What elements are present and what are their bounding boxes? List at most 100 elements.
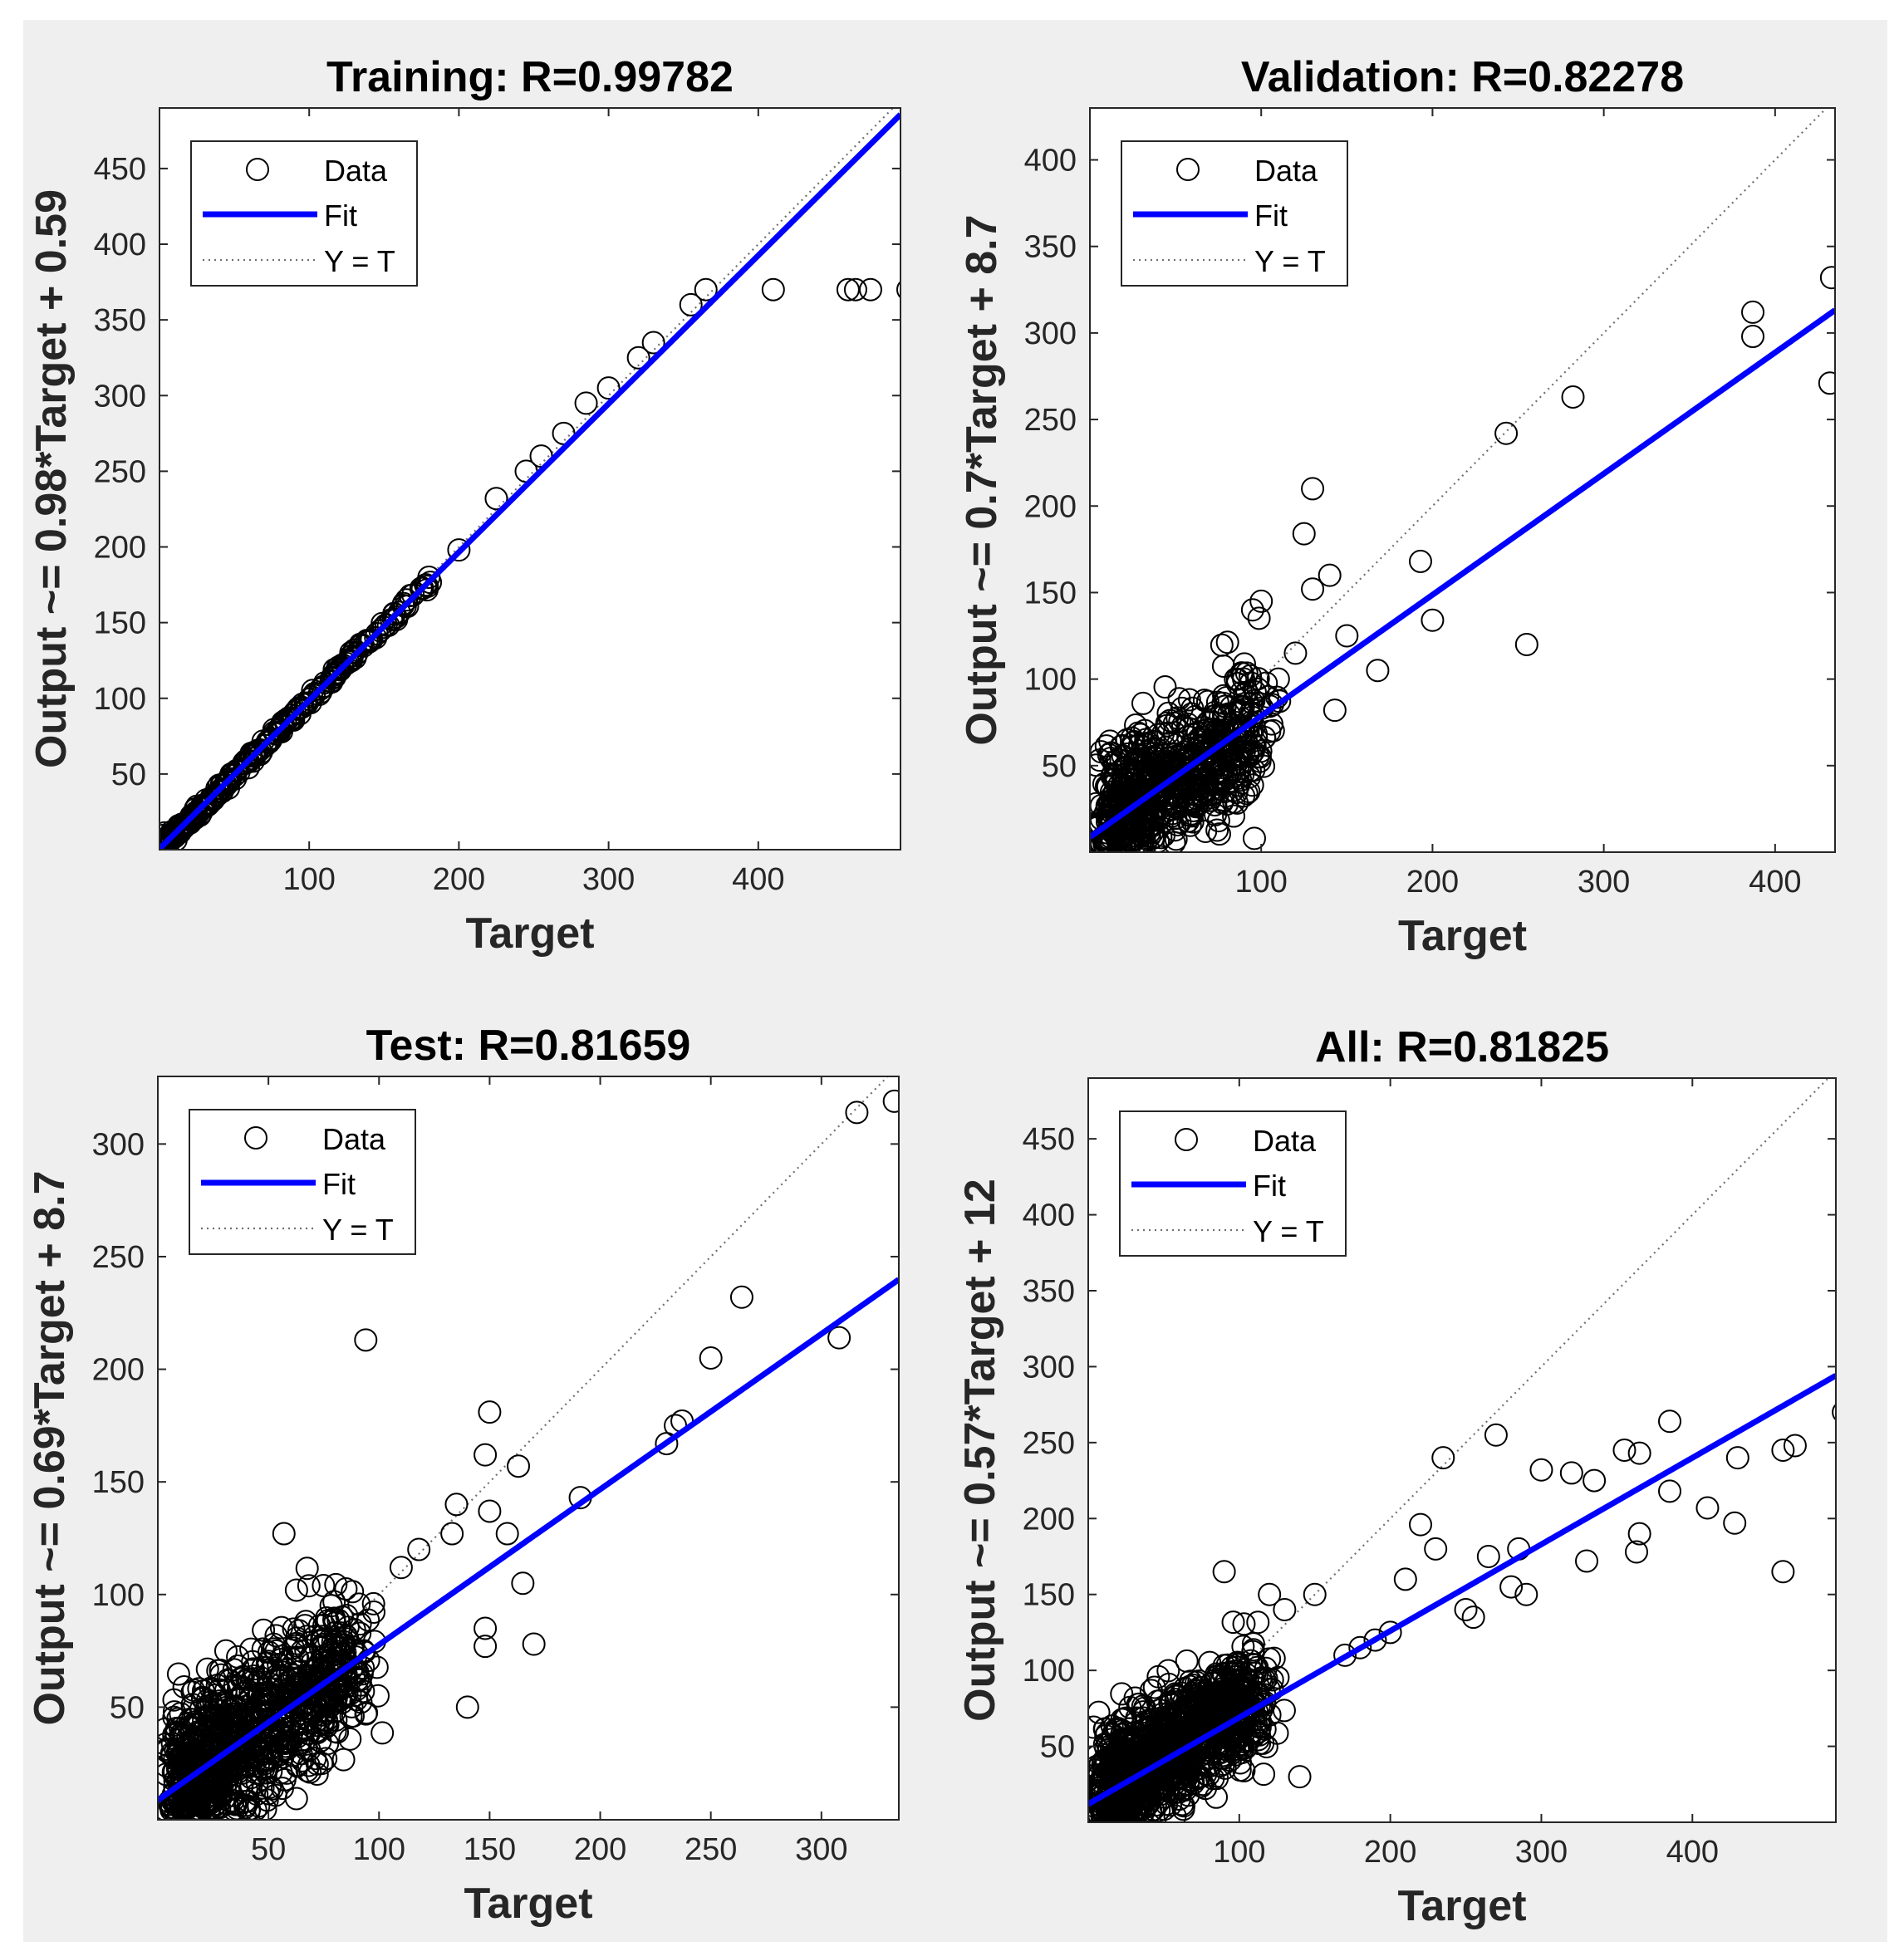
test-data-point — [180, 1693, 204, 1717]
validation-data-point — [1205, 818, 1229, 842]
training-y-tick-label: 100 — [94, 682, 146, 717]
test-data-point — [272, 1522, 296, 1546]
test-data-point — [166, 1662, 190, 1686]
validation-fit-line — [1090, 307, 1835, 840]
test-data-point — [326, 1608, 351, 1632]
validation-data-point — [1239, 710, 1264, 734]
test-data-point — [312, 1573, 336, 1597]
all-data-point — [1148, 1718, 1172, 1742]
training-data-point — [380, 607, 404, 631]
training-legend: Data Fit Y = T — [190, 140, 418, 287]
validation-data-point — [1099, 741, 1123, 765]
all-data-point — [1156, 1729, 1180, 1753]
test-data-point — [478, 1499, 502, 1523]
test-data-point — [200, 1706, 224, 1730]
all-data-point — [1203, 1702, 1227, 1726]
test-data-point — [299, 1645, 323, 1669]
training-data-point — [178, 807, 202, 831]
test-data-point — [338, 1727, 362, 1751]
all-data-point — [1612, 1439, 1637, 1462]
validation-x-tick-label: 100 — [1235, 865, 1288, 900]
all-data-point — [1185, 1670, 1209, 1694]
validation-data-point — [1217, 702, 1241, 726]
test-data-point — [655, 1432, 679, 1456]
test-plot-content — [158, 1076, 899, 1820]
validation-data-point — [1408, 549, 1432, 573]
all-data-point — [1161, 1712, 1185, 1736]
test-fit-line — [158, 1277, 899, 1803]
validation-data-point — [1107, 827, 1131, 851]
validation-y-label: Output ~= 0.7*Target + 8.7 — [958, 214, 1006, 745]
validation-data-point — [1222, 804, 1246, 828]
validation-data-point — [1207, 822, 1231, 846]
training-data-point — [163, 822, 187, 846]
training-panel: 100 200 300 400 50 100 150 200 250 300 350 400 450 Tr… — [27, 53, 901, 958]
all-data-point — [1212, 1663, 1236, 1687]
all-legend: Data Fit Y = T — [1119, 1110, 1347, 1257]
validation-data-point — [1112, 831, 1136, 852]
test-data-point — [366, 1684, 390, 1708]
validation-data-point — [1205, 719, 1229, 743]
all-data-point — [1212, 1560, 1236, 1584]
test-data-point — [495, 1522, 519, 1546]
all-legend-fit-label: Fit — [1253, 1169, 1286, 1203]
test-data-point — [297, 1574, 321, 1598]
validation-data-point — [1514, 632, 1538, 656]
training-y-tick-label: 150 — [94, 606, 146, 641]
all-data-point — [1179, 1684, 1203, 1708]
validation-data-point — [1146, 723, 1170, 747]
validation-data-point — [1741, 325, 1765, 349]
validation-data-point — [1210, 791, 1234, 815]
validation-plot-border — [1089, 107, 1836, 853]
validation-data-point — [1205, 761, 1229, 785]
all-data-point — [1124, 1798, 1148, 1822]
validation-legend-fit-label: Fit — [1254, 199, 1288, 233]
training-data-point — [235, 748, 259, 772]
test-data-point — [316, 1713, 340, 1737]
test-data-point — [232, 1708, 256, 1733]
test-data-point — [206, 1659, 230, 1683]
test-title: Test: R=0.81659 — [366, 1022, 691, 1070]
validation-data-point — [1183, 704, 1207, 728]
test-data-point — [474, 1443, 498, 1467]
training-data-point — [267, 718, 292, 743]
test-data-point — [348, 1621, 372, 1645]
training-legend-yt-label: Y = T — [324, 244, 395, 278]
all-data-point — [1246, 1610, 1270, 1635]
validation-data-point — [1335, 624, 1359, 648]
training-legend-data-label: Data — [324, 154, 388, 188]
test-data-point — [370, 1721, 395, 1745]
validation-y-tick-label: 400 — [1024, 144, 1077, 179]
validation-data-point — [1266, 667, 1290, 691]
validation-data-point — [1215, 630, 1239, 654]
validation-data-point — [1142, 825, 1166, 849]
all-data-point — [1195, 1741, 1219, 1765]
validation-data-point — [1153, 675, 1177, 699]
validation-plot-content — [1090, 108, 1835, 852]
validation-data-point — [1301, 577, 1325, 601]
all-data-point — [1771, 1560, 1795, 1584]
training-x-tick-label: 200 — [433, 862, 485, 897]
training-x-tick-label: 100 — [282, 862, 335, 897]
test-data-point — [310, 1625, 334, 1649]
test-data-point — [455, 1695, 479, 1719]
test-legend: Data Fit Y = T — [189, 1109, 416, 1255]
validation-data-point — [1248, 749, 1272, 773]
all-data-point — [1234, 1699, 1259, 1723]
validation-x-tick-label: 200 — [1406, 865, 1459, 900]
test-data-point — [444, 1493, 469, 1517]
test-data-point — [267, 1723, 292, 1747]
all-data-point — [1134, 1709, 1158, 1733]
validation-data-point — [1819, 266, 1835, 290]
test-data-point — [827, 1326, 851, 1350]
all-data-point — [1658, 1479, 1681, 1503]
all-data-point — [1147, 1699, 1171, 1723]
test-data-point — [305, 1762, 329, 1786]
all-data-point — [1249, 1666, 1273, 1690]
training-y-tick-label: 450 — [94, 152, 146, 187]
validation-data-point — [1283, 641, 1308, 665]
all-y-tick-label: 100 — [1023, 1654, 1075, 1689]
training-data-point — [843, 277, 867, 301]
test-data-point — [332, 1655, 356, 1679]
validation-data-point — [1120, 726, 1144, 750]
